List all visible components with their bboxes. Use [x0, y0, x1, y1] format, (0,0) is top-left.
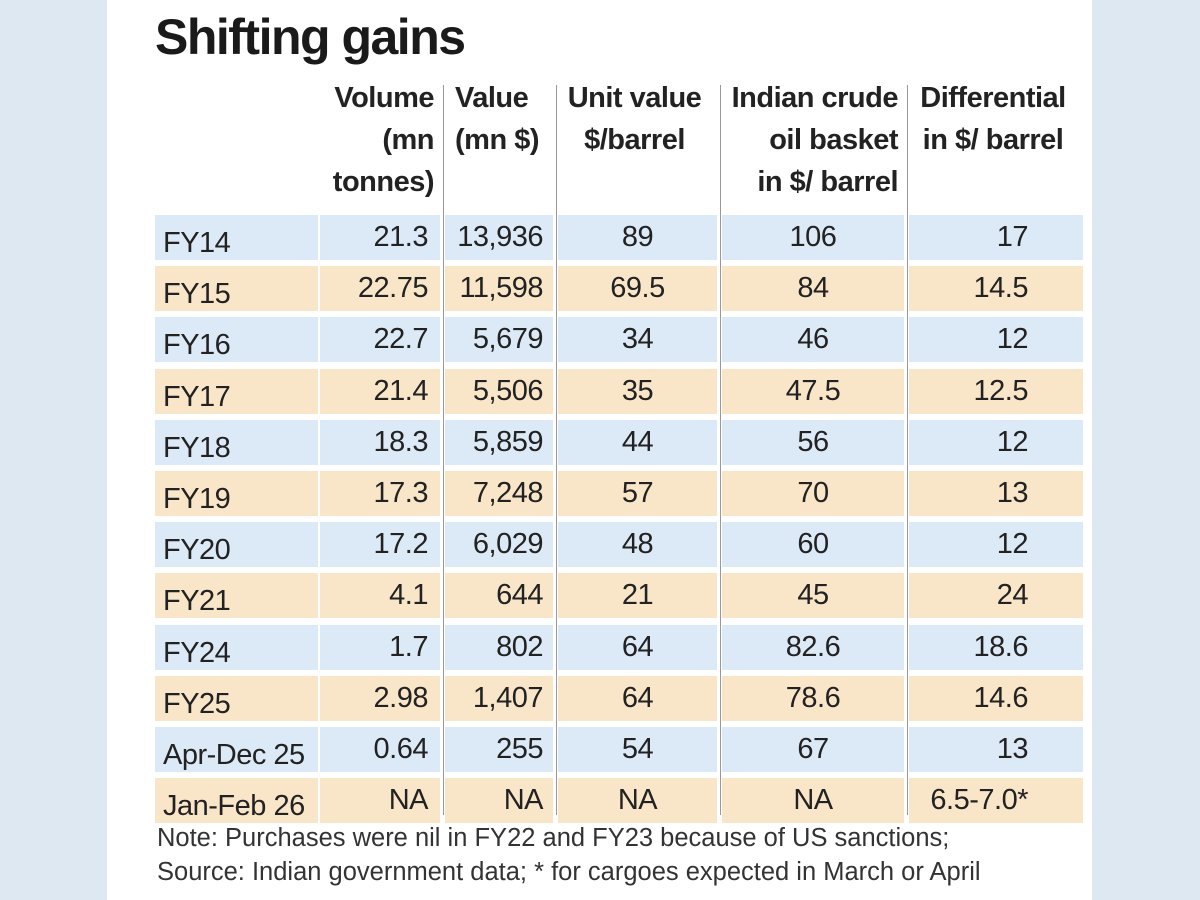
- table-cell: 12: [909, 522, 1083, 568]
- row-label: FY24: [155, 624, 318, 670]
- column-header: Value: [455, 82, 529, 114]
- table-cell: 70: [722, 471, 904, 516]
- row-label: Jan-Feb 26: [155, 778, 318, 824]
- table-cell: 6,029: [445, 522, 553, 568]
- row-label: FY14: [155, 215, 318, 260]
- row-label: FY15: [155, 266, 318, 312]
- column-header: (mn: [382, 124, 434, 156]
- table-cell: 644: [445, 573, 553, 619]
- column-header: Indian crude: [731, 82, 899, 114]
- table-cell: 12: [909, 317, 1083, 363]
- table-cell: 44: [558, 419, 717, 465]
- table-cell: 89: [558, 215, 717, 260]
- table-cell: 54: [558, 727, 717, 772]
- table-cell: 5,859: [445, 419, 553, 465]
- table-cell: 17.2: [320, 522, 440, 568]
- table-cell: 47.5: [722, 368, 904, 414]
- table-cell: 60: [722, 522, 904, 568]
- table-cell: 21.4: [320, 368, 440, 414]
- table-cell: 14.6: [909, 675, 1083, 721]
- column-header: tonnes): [332, 166, 435, 198]
- table-cell: 1.7: [320, 624, 440, 670]
- table-cell: 84: [722, 266, 904, 312]
- row-label: FY17: [155, 368, 318, 414]
- note: Note: Purchases were nil in FY22 and FY2…: [157, 824, 950, 852]
- column-header: Differential: [920, 82, 1066, 114]
- row-label: FY18: [155, 419, 318, 465]
- column-header: $/barrel: [584, 124, 685, 156]
- table-cell: 24: [909, 573, 1083, 619]
- table-cell: 34: [558, 317, 717, 363]
- table-cell: 13,936: [445, 215, 553, 260]
- table-cell: 5,506: [445, 368, 553, 414]
- note: Source: Indian government data; * for ca…: [157, 858, 981, 886]
- table-cell: 56: [722, 419, 904, 465]
- table-cell: NA: [558, 778, 717, 824]
- table-cell: 21.3: [320, 215, 440, 260]
- table-cell: 4.1: [320, 573, 440, 619]
- row-label: FY21: [155, 573, 318, 619]
- table-cell: 22.7: [320, 317, 440, 363]
- table-cell: 69.5: [558, 266, 717, 312]
- table-cell: 7,248: [445, 471, 553, 516]
- table-cell: 12.5: [909, 368, 1083, 414]
- column-header: (mn $): [455, 124, 540, 156]
- table-cell: 57: [558, 471, 717, 516]
- table-cell: 67: [722, 727, 904, 772]
- table-cell: 13: [909, 471, 1083, 516]
- column-header: Unit value: [567, 82, 702, 114]
- table-cell: 18.3: [320, 419, 440, 465]
- table-cell: 18.6: [909, 624, 1083, 670]
- row-label: FY16: [155, 317, 318, 363]
- table-cell: 35: [558, 368, 717, 414]
- table-cell: 11,598: [445, 266, 553, 312]
- column-separator: [907, 85, 908, 815]
- row-label: FY20: [155, 522, 318, 568]
- table-cell: 48: [558, 522, 717, 568]
- table-cell: 46: [722, 317, 904, 363]
- table-cell: 255: [445, 727, 553, 772]
- column-header: oil basket: [769, 124, 898, 156]
- table-cell: 802: [445, 624, 553, 670]
- table-cell: 78.6: [722, 675, 904, 721]
- column-header: in $/ barrel: [757, 166, 898, 198]
- row-label: Apr-Dec 25: [155, 727, 318, 772]
- table-cell: 5,679: [445, 317, 553, 363]
- table-cell: 12: [909, 419, 1083, 465]
- table-cell: 1,407: [445, 675, 553, 721]
- table-cell: 17.3: [320, 471, 440, 516]
- table-cell: 22.75: [320, 266, 440, 312]
- table-cell: 45: [722, 573, 904, 619]
- table-cell: 14.5: [909, 266, 1083, 312]
- table-cell: 13: [909, 727, 1083, 772]
- column-header: Volume: [334, 82, 434, 114]
- table-cell: 106: [722, 215, 904, 260]
- column-separator: [556, 85, 557, 815]
- table-cell: 64: [558, 675, 717, 721]
- table-cell: 2.98: [320, 675, 440, 721]
- table-cell: 0.64: [320, 727, 440, 772]
- row-label: FY19: [155, 471, 318, 516]
- table-cell: 6.5-7.0*: [909, 778, 1083, 824]
- table-cell: NA: [722, 778, 904, 824]
- title: Shifting gains: [155, 9, 466, 65]
- table-cell: NA: [445, 778, 553, 824]
- column-separator: [443, 85, 444, 815]
- table-cell: 82.6: [722, 624, 904, 670]
- row-label: FY25: [155, 675, 318, 721]
- table-cell: 64: [558, 624, 717, 670]
- table-cell: 21: [558, 573, 717, 619]
- column-header: in $/ barrel: [922, 124, 1064, 156]
- column-separator: [720, 85, 721, 815]
- table-cell: 17: [909, 215, 1083, 260]
- table-cell: NA: [320, 778, 440, 824]
